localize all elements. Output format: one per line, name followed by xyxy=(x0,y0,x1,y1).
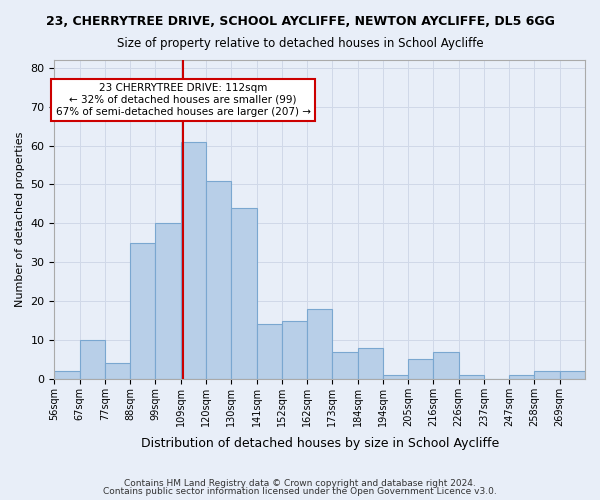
Bar xyxy=(509,375,535,379)
Text: 23, CHERRYTREE DRIVE, SCHOOL AYCLIFFE, NEWTON AYCLIFFE, DL5 6GG: 23, CHERRYTREE DRIVE, SCHOOL AYCLIFFE, N… xyxy=(46,15,554,28)
Bar xyxy=(130,243,155,379)
Bar xyxy=(332,352,358,379)
Bar xyxy=(535,371,560,379)
Bar xyxy=(282,320,307,379)
Bar xyxy=(181,142,206,379)
Bar xyxy=(231,208,257,379)
Text: Size of property relative to detached houses in School Aycliffe: Size of property relative to detached ho… xyxy=(116,38,484,51)
Bar xyxy=(55,371,80,379)
Text: 23 CHERRYTREE DRIVE: 112sqm
← 32% of detached houses are smaller (99)
67% of sem: 23 CHERRYTREE DRIVE: 112sqm ← 32% of det… xyxy=(56,84,311,116)
Bar xyxy=(560,371,585,379)
Bar xyxy=(307,309,332,379)
Bar xyxy=(433,352,458,379)
Bar xyxy=(105,364,130,379)
X-axis label: Distribution of detached houses by size in School Aycliffe: Distribution of detached houses by size … xyxy=(140,437,499,450)
Bar xyxy=(155,224,181,379)
Bar xyxy=(358,348,383,379)
Text: Contains public sector information licensed under the Open Government Licence v3: Contains public sector information licen… xyxy=(103,487,497,496)
Bar xyxy=(458,375,484,379)
Y-axis label: Number of detached properties: Number of detached properties xyxy=(15,132,25,307)
Bar xyxy=(257,324,282,379)
Bar xyxy=(408,360,433,379)
Text: Contains HM Land Registry data © Crown copyright and database right 2024.: Contains HM Land Registry data © Crown c… xyxy=(124,478,476,488)
Bar xyxy=(383,375,408,379)
Bar xyxy=(80,340,105,379)
Bar xyxy=(206,180,231,379)
